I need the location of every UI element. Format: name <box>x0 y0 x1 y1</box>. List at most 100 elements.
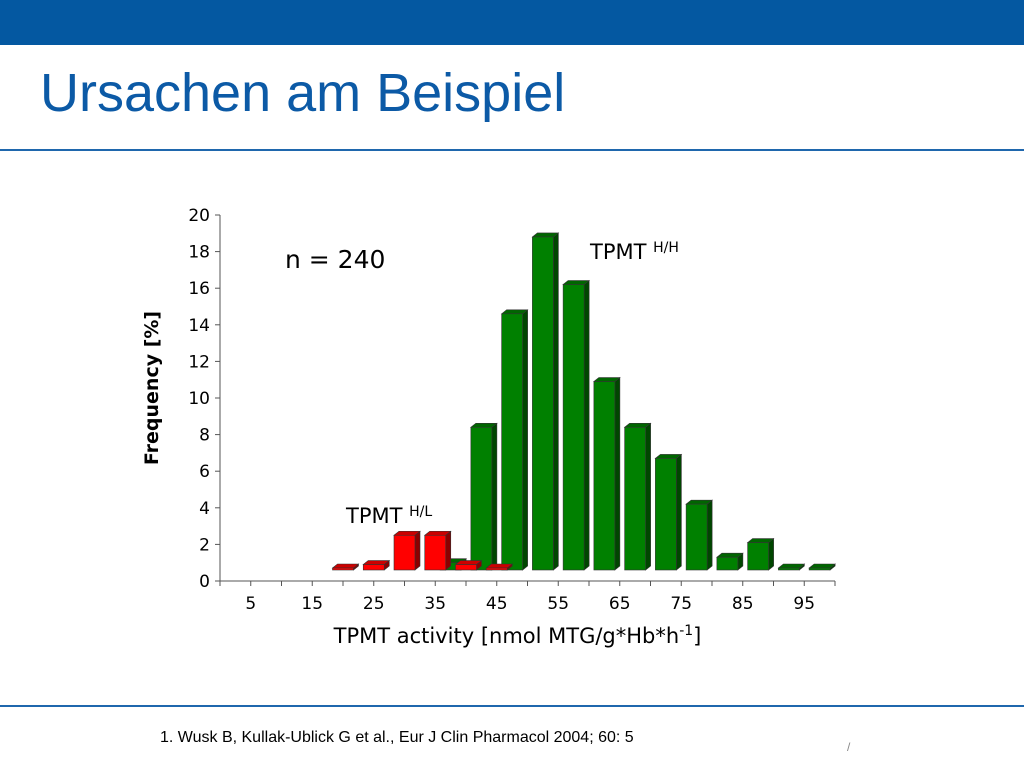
bar-top-face <box>623 422 652 428</box>
y-tick-label: 12 <box>188 352 210 372</box>
y-tick-label: 4 <box>199 499 210 519</box>
bar-front-face <box>593 381 616 571</box>
title-divider <box>0 149 1024 151</box>
bar-top-face <box>393 530 421 536</box>
bar-top-face <box>654 454 683 459</box>
bar-front-face <box>332 567 354 571</box>
x-tick-label: 65 <box>609 594 631 614</box>
y-tick-label: 18 <box>188 243 210 263</box>
top-banner <box>0 0 1024 45</box>
y-tick-label: 2 <box>199 535 210 555</box>
bar-top-face <box>454 560 483 565</box>
bar-tpmt-hh <box>593 376 621 571</box>
bar-tpmt-hh <box>500 309 529 571</box>
x-tick-label: 5 <box>245 594 256 614</box>
bar-tpmt-hh <box>777 563 806 571</box>
x-tick-label: 75 <box>670 594 692 614</box>
bar-tpmt-hh <box>623 422 652 571</box>
bar-tpmt-hl <box>485 563 514 571</box>
series-label-tpmt-hl: TPMT H/L <box>345 504 432 528</box>
bar-tpmt-hh <box>654 453 683 571</box>
bar-front-face <box>501 313 523 571</box>
x-tick-label: 95 <box>793 594 815 614</box>
bar-front-face <box>532 236 554 571</box>
bar-front-face <box>455 564 477 571</box>
y-tick-label: 0 <box>199 572 210 592</box>
bar-front-face <box>624 426 646 571</box>
y-tick-label: 10 <box>188 389 210 409</box>
bar-tpmt-hl <box>331 563 360 571</box>
bar-top-face <box>362 560 391 565</box>
bar-top-face <box>593 377 621 382</box>
bar-side-face <box>522 309 528 571</box>
bar-side-face <box>491 422 498 571</box>
bar-front-face <box>778 567 800 571</box>
bar-top-face <box>500 309 529 315</box>
bar-tpmt-hl <box>393 530 421 571</box>
bar-top-face <box>531 232 560 238</box>
bar-tpmt-hh <box>470 422 498 571</box>
x-tick-label: 55 <box>547 594 569 614</box>
x-tick-label: 25 <box>363 594 385 614</box>
bar-front-face <box>685 503 708 571</box>
page-title: Ursachen am Beispiel <box>40 63 566 123</box>
bar-side-face <box>614 376 621 571</box>
page-number: / <box>847 740 851 754</box>
bar-tpmt-hl <box>423 530 452 571</box>
tpmt-histogram-chart: 0 2 4 6 8 10 12 14 16 18 20 5 15 25 35 45 55 65 75 85 95 Fre… <box>141 206 836 648</box>
axes-layer: 0 2 4 6 8 10 12 14 16 18 20 5 15 25 35 45 55 65 75 85 95 <box>188 206 836 614</box>
bar-front-face <box>362 564 385 571</box>
bar-tpmt-hh <box>562 279 590 571</box>
bar-side-face <box>706 499 713 571</box>
footer-divider <box>0 705 1024 707</box>
bar-tpmt-hh <box>716 552 744 571</box>
x-tick-label: 45 <box>486 594 508 614</box>
bar-front-face <box>485 567 508 571</box>
bar-tpmt-hh <box>685 499 713 571</box>
labels-layer: Frequency [%] TPMT activity [nmol MTG/g*H… <box>141 240 701 648</box>
bars-layer <box>331 232 836 571</box>
bar-side-face <box>553 232 559 571</box>
bar-side-face <box>414 530 421 571</box>
bar-tpmt-hl <box>362 559 391 571</box>
bar-top-face <box>485 563 514 569</box>
bar-front-face <box>747 542 769 571</box>
bar-top-face <box>808 563 836 569</box>
bar-top-face <box>470 422 498 428</box>
bar-top-face <box>423 530 452 536</box>
y-tick-label: 16 <box>188 279 210 299</box>
bar-tpmt-hl <box>454 559 483 571</box>
bar-front-face <box>808 567 831 571</box>
bar-front-face <box>655 458 677 571</box>
y-tick-label: 20 <box>188 206 210 226</box>
bar-front-face <box>470 426 493 571</box>
bar-top-face <box>777 563 806 569</box>
bar-top-face <box>746 538 775 543</box>
x-axis-label: TPMT activity [nmol MTG/g*Hb*h-1] <box>333 623 702 648</box>
bar-side-face <box>768 537 774 571</box>
y-tick-label: 14 <box>188 316 210 336</box>
bar-top-face <box>331 563 360 569</box>
y-tick-label: 6 <box>199 462 210 482</box>
bar-side-face <box>676 453 682 571</box>
bar-side-face <box>445 530 452 571</box>
x-tick-label: 85 <box>732 594 754 614</box>
bar-top-face <box>562 280 590 285</box>
bar-side-face <box>645 422 651 571</box>
bar-front-face <box>393 534 416 571</box>
bar-top-face <box>685 499 713 505</box>
bar-tpmt-hh <box>808 563 836 571</box>
bar-front-face <box>424 534 447 571</box>
bar-side-face <box>583 279 590 571</box>
bar-top-face <box>716 552 744 558</box>
bar-front-face <box>562 284 585 571</box>
bar-front-face <box>716 556 739 571</box>
x-tick-label: 35 <box>424 594 446 614</box>
bar-tpmt-hh <box>746 537 775 571</box>
sample-size-annotation: n = 240 <box>285 245 385 274</box>
reference-footnote: 1. Wusk B, Kullak-Ublick G et al., Eur J… <box>160 729 634 746</box>
bar-tpmt-hh <box>531 232 560 571</box>
x-tick-label: 15 <box>301 594 323 614</box>
series-label-tpmt-hh: TPMT H/H <box>589 240 679 264</box>
y-axis-label: Frequency [%] <box>141 311 163 465</box>
